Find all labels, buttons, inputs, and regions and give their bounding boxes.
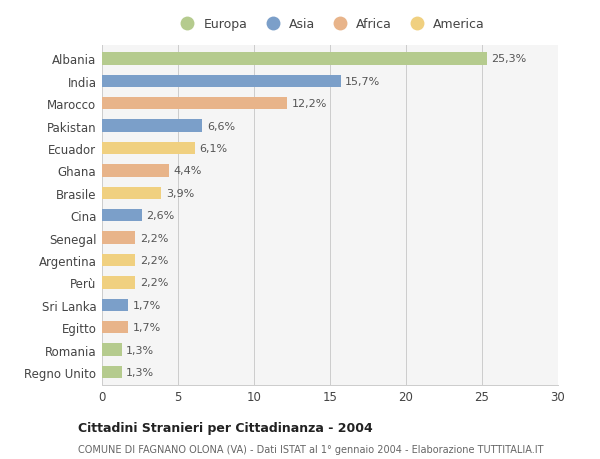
Bar xyxy=(102,366,122,378)
Bar xyxy=(102,120,202,133)
Text: 1,3%: 1,3% xyxy=(127,367,154,377)
Text: 2,2%: 2,2% xyxy=(140,233,169,243)
Bar xyxy=(102,143,195,155)
Text: 6,1%: 6,1% xyxy=(199,144,227,154)
Bar xyxy=(102,165,169,177)
Bar xyxy=(102,53,487,66)
Text: 1,7%: 1,7% xyxy=(133,323,161,332)
Text: Cittadini Stranieri per Cittadinanza - 2004: Cittadini Stranieri per Cittadinanza - 2… xyxy=(78,421,373,434)
Text: 4,4%: 4,4% xyxy=(173,166,202,176)
Bar xyxy=(102,210,142,222)
Text: 6,6%: 6,6% xyxy=(207,121,235,131)
Text: 2,2%: 2,2% xyxy=(140,255,169,265)
Bar xyxy=(102,277,136,289)
Text: 2,6%: 2,6% xyxy=(146,211,175,221)
Bar xyxy=(102,344,122,356)
Text: 1,7%: 1,7% xyxy=(133,300,161,310)
Text: 3,9%: 3,9% xyxy=(166,188,194,198)
Text: 15,7%: 15,7% xyxy=(345,77,380,87)
Bar xyxy=(102,232,136,244)
Text: 1,3%: 1,3% xyxy=(127,345,154,355)
Text: COMUNE DI FAGNANO OLONA (VA) - Dati ISTAT al 1° gennaio 2004 - Elaborazione TUTT: COMUNE DI FAGNANO OLONA (VA) - Dati ISTA… xyxy=(78,444,544,454)
Legend: Europa, Asia, Africa, America: Europa, Asia, Africa, America xyxy=(175,18,485,31)
Bar xyxy=(102,321,128,334)
Bar xyxy=(102,98,287,110)
Text: 25,3%: 25,3% xyxy=(491,54,526,64)
Bar xyxy=(102,299,128,311)
Bar xyxy=(102,76,341,88)
Bar xyxy=(102,187,161,200)
Text: 12,2%: 12,2% xyxy=(292,99,328,109)
Text: 2,2%: 2,2% xyxy=(140,278,169,288)
Bar xyxy=(102,254,136,267)
